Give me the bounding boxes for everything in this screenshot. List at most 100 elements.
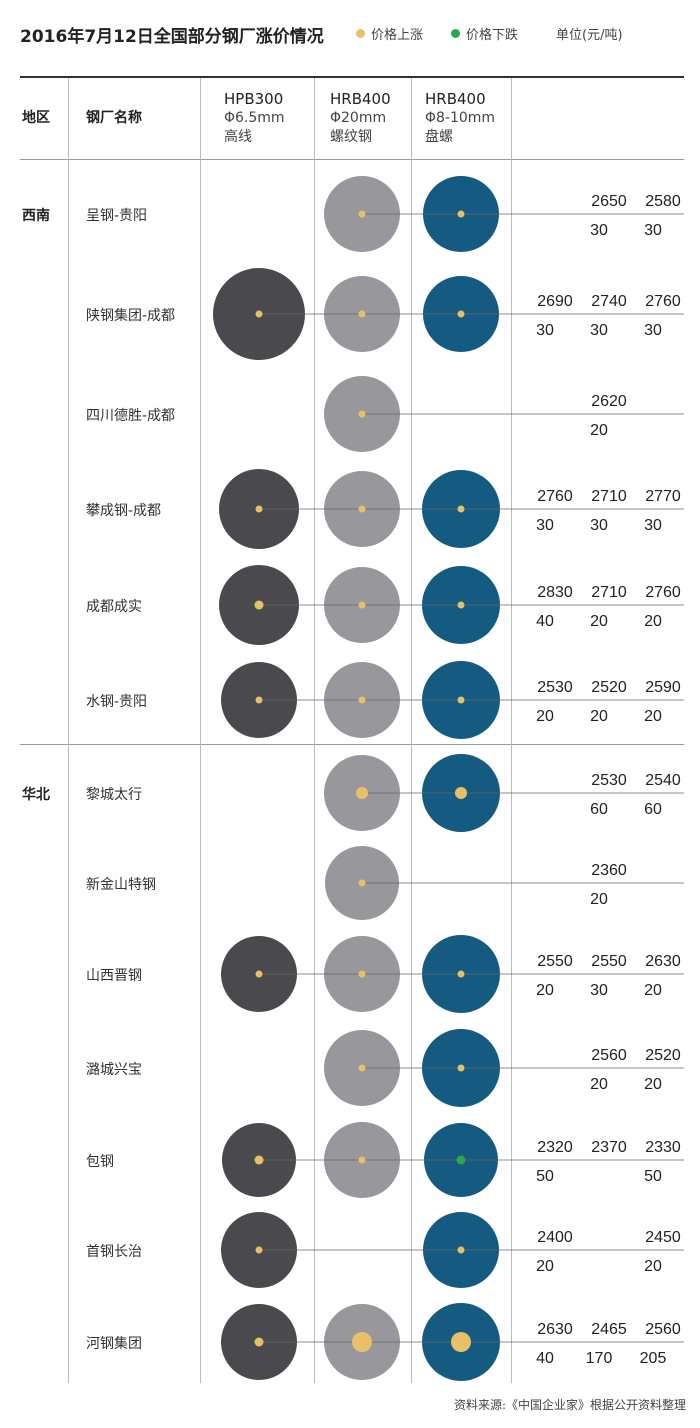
column-kind: 螺纹钢 [330, 129, 372, 145]
chart-title: 2016年7月12日全国部分钢厂涨价情况 [20, 27, 324, 47]
column-name: HRB400 [425, 90, 486, 108]
header-rule [20, 159, 684, 160]
legend-up-label: 价格上涨 [371, 28, 424, 43]
change-value: 20 [644, 613, 662, 630]
change-value: 40 [536, 613, 554, 630]
mill-name: 陕钢集团-成都 [86, 308, 176, 324]
price-value: 2580 [645, 193, 681, 210]
price-value: 2630 [645, 953, 681, 970]
price-value: 2370 [591, 1139, 627, 1156]
column-spec: Φ8-10mm [425, 110, 496, 126]
change-dot-up [358, 601, 366, 609]
change-value: 30 [590, 322, 608, 339]
change-value: 50 [536, 1168, 554, 1185]
change-value: 40 [536, 1350, 554, 1367]
legend-down: 价格下跌 [451, 24, 518, 43]
col-divider-1 [314, 78, 315, 1383]
price-value: 2710 [591, 584, 627, 601]
column-kind: 盘螺 [425, 129, 453, 145]
change-value: 20 [590, 891, 608, 908]
price-value: 2320 [537, 1139, 573, 1156]
region-divider [20, 744, 684, 745]
change-value: 170 [586, 1350, 613, 1367]
price-value: 2550 [591, 953, 627, 970]
change-value: 20 [536, 708, 554, 725]
change-value: 30 [536, 322, 554, 339]
change-dot-up [358, 310, 366, 318]
mill-name: 黎城太行 [86, 787, 142, 803]
change-value: 30 [644, 517, 662, 534]
change-dot-up [254, 1155, 264, 1165]
column-kind: 高线 [224, 129, 252, 145]
price-value: 2590 [645, 679, 681, 696]
price-value: 2760 [537, 488, 573, 505]
price-value: 2830 [537, 584, 573, 601]
price-value: 2540 [645, 772, 681, 789]
source-note: 资料来源:《中国企业家》根据公开资料整理 [453, 1398, 686, 1412]
change-value: 20 [644, 708, 662, 725]
mill-name: 呈钢-贵阳 [86, 208, 148, 224]
column-spec: Φ20mm [330, 110, 387, 126]
price-value: 2530 [537, 679, 573, 696]
change-value: 205 [640, 1350, 667, 1367]
change-dot-up [358, 970, 366, 978]
change-dot-up [358, 410, 366, 418]
price-value: 2740 [591, 293, 627, 310]
change-dot-up [255, 1246, 263, 1254]
column-name: HRB400 [330, 90, 391, 108]
change-dot-up [457, 505, 465, 513]
mill-name: 山西晋钢 [86, 968, 142, 984]
legend-down-label: 价格下跌 [466, 28, 519, 43]
change-dot-up [358, 210, 366, 218]
mill-name: 包钢 [86, 1154, 114, 1170]
change-value: 30 [590, 517, 608, 534]
change-dot-up [255, 505, 263, 513]
change-value: 30 [644, 322, 662, 339]
change-dot-up [358, 1064, 366, 1072]
change-value: 20 [536, 1258, 554, 1275]
change-dot-up [455, 787, 467, 799]
header-mill: 钢厂名称 [86, 110, 142, 126]
mill-name: 新金山特钢 [86, 877, 156, 893]
price-value: 2650 [591, 193, 627, 210]
change-dot-up [457, 210, 465, 218]
col-divider-region [68, 78, 69, 1383]
change-dot-up [457, 1064, 465, 1072]
change-dot-up [358, 879, 366, 887]
change-value: 20 [590, 708, 608, 725]
change-value: 60 [644, 801, 662, 818]
change-dot-up [254, 1337, 264, 1347]
change-value: 30 [644, 222, 662, 239]
change-dot-up [356, 787, 368, 799]
region-label: 西南 [22, 208, 50, 224]
change-value: 30 [536, 517, 554, 534]
change-dot-up [457, 970, 465, 978]
change-dot-up [358, 1156, 366, 1164]
col-divider-mill [200, 78, 201, 1383]
column-name: HPB300 [224, 90, 284, 108]
price-value: 2710 [591, 488, 627, 505]
price-down-icon [451, 29, 460, 38]
change-dot-up [451, 1332, 471, 1352]
legend-up: 价格上涨 [356, 24, 423, 43]
change-value: 30 [590, 982, 608, 999]
mill-name: 水钢-贵阳 [86, 694, 148, 710]
price-value: 2450 [645, 1229, 681, 1246]
change-value: 30 [590, 222, 608, 239]
column-header-hrb400-rebar: HRB400 Φ20mm 螺纹钢 [330, 90, 391, 147]
mill-name: 四川德胜-成都 [86, 408, 176, 424]
change-dot-up [352, 1332, 372, 1352]
region-label: 华北 [22, 787, 50, 803]
change-dot-up [255, 696, 263, 704]
change-dot-up [457, 696, 465, 704]
unit-label: 单位(元/吨) [556, 28, 623, 43]
mill-name: 河钢集团 [86, 1336, 142, 1352]
column-header-hpb300: HPB300 Φ6.5mm 高线 [224, 90, 285, 147]
price-value: 2690 [537, 293, 573, 310]
price-value: 2560 [645, 1321, 681, 1338]
change-dot-up [457, 310, 465, 318]
mill-name: 攀成钢-成都 [86, 503, 162, 519]
header-region: 地区 [22, 110, 50, 126]
price-value: 2465 [591, 1321, 627, 1338]
